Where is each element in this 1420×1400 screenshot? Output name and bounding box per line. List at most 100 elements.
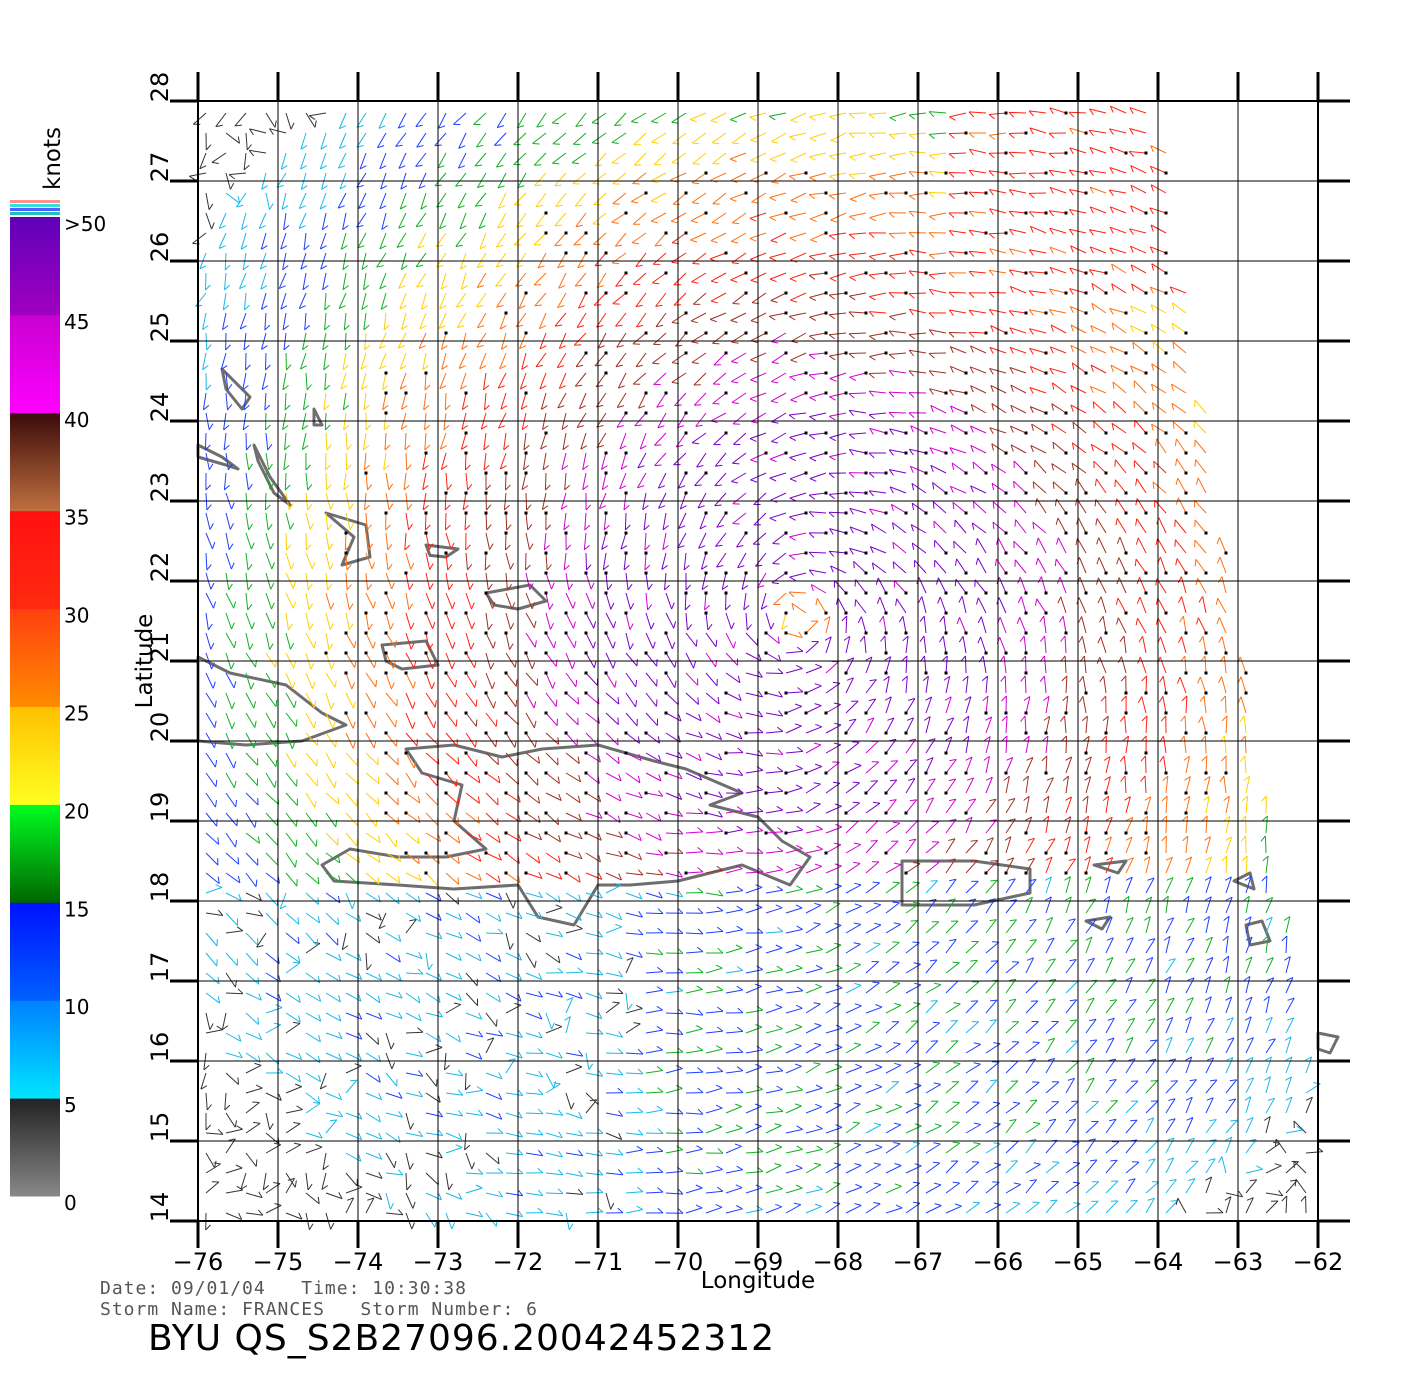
wind-vector xyxy=(545,952,561,964)
rain-flag xyxy=(1024,651,1028,655)
land-outline xyxy=(1316,1031,1340,1055)
wind-vector-barb xyxy=(1237,676,1242,684)
wind-vector xyxy=(1105,1100,1118,1114)
wind-vector xyxy=(645,612,652,630)
wind-vector-barb xyxy=(1176,676,1181,684)
wind-vector-barb xyxy=(985,776,993,781)
wind-vector-barb xyxy=(312,681,316,689)
wind-vector xyxy=(225,972,236,988)
wind-vector xyxy=(365,1092,382,1101)
wind-vector-barb xyxy=(662,525,669,531)
rain-flag xyxy=(944,791,948,795)
wind-vector xyxy=(625,612,631,630)
wind-vector-barb xyxy=(1278,1189,1284,1197)
wind-vector-barb xyxy=(580,445,588,450)
wind-vector-barb xyxy=(498,1190,504,1198)
rain-flag xyxy=(804,631,808,635)
wind-vector-barb xyxy=(578,992,583,999)
land-outline xyxy=(196,443,240,471)
rain-flag xyxy=(804,471,808,475)
wind-vector xyxy=(929,388,947,394)
wind-vector-barb xyxy=(385,524,391,531)
wind-vector-barb xyxy=(1087,957,1095,961)
wind-vector-barb xyxy=(833,742,841,746)
wind-vector xyxy=(1197,577,1207,594)
wind-vector xyxy=(805,766,822,774)
wind-vector-barb xyxy=(506,524,512,531)
wind-vector-barb xyxy=(637,1048,644,1055)
wind-vector xyxy=(563,512,567,530)
wind-vector xyxy=(365,552,373,570)
wind-vector-barb xyxy=(1162,775,1169,782)
wind-vector-barb xyxy=(377,835,381,843)
wind-vector-barb xyxy=(642,505,649,511)
wind-vector-barb xyxy=(1068,1118,1077,1122)
wind-vector xyxy=(845,1122,860,1134)
wind-vector-barb xyxy=(848,409,854,417)
wind-vector-barb xyxy=(952,961,960,964)
wind-vector-barb xyxy=(1046,777,1054,781)
wind-vector xyxy=(465,852,482,862)
wind-vector-barb xyxy=(880,635,886,642)
wind-vector xyxy=(1205,1079,1218,1094)
wind-vector xyxy=(485,1212,497,1227)
wind-vector-barb xyxy=(1281,935,1288,942)
wind-vector xyxy=(465,732,476,748)
wind-vector-barb xyxy=(398,973,402,981)
wind-vector xyxy=(1175,438,1187,454)
wind-vector-barb xyxy=(602,565,610,571)
wind-vector xyxy=(1245,1168,1263,1174)
rain-flag xyxy=(904,451,908,455)
wind-vector xyxy=(425,532,430,550)
rain-flag xyxy=(1064,711,1068,715)
wind-vector-barb xyxy=(477,916,481,924)
wind-vector xyxy=(705,1169,723,1174)
wind-vector-barb xyxy=(853,842,861,845)
wind-vector xyxy=(965,1000,979,1014)
wind-vector xyxy=(1165,857,1173,874)
rain-flag xyxy=(844,611,848,615)
wind-vector xyxy=(465,1172,484,1175)
wind-vector-barb xyxy=(397,1169,404,1176)
wind-vector xyxy=(925,1100,939,1114)
wind-vector xyxy=(745,672,763,678)
wind-vector-barb xyxy=(930,465,934,472)
rain-flag xyxy=(604,671,608,675)
wind-vector xyxy=(1185,1117,1194,1134)
wind-vector-barb xyxy=(908,778,916,781)
wind-vector xyxy=(265,692,277,707)
wind-vector xyxy=(805,1148,823,1154)
wind-vector-barb xyxy=(868,490,874,497)
wind-vector xyxy=(605,672,616,688)
wind-vector-barb xyxy=(616,425,624,428)
wind-vector-barb xyxy=(603,524,610,531)
wind-vector xyxy=(265,772,276,788)
wind-vector xyxy=(1265,977,1275,994)
rain-flag xyxy=(1064,871,1068,875)
wind-vector-barb xyxy=(566,997,574,1001)
wind-vector xyxy=(385,692,398,707)
wind-vector-barb xyxy=(217,837,220,845)
wind-vector xyxy=(1163,736,1167,754)
wind-vector-barb xyxy=(813,922,821,925)
rain-flag xyxy=(844,531,848,535)
wind-vector xyxy=(665,592,673,610)
wind-vector xyxy=(585,992,603,1000)
wind-vector-barb xyxy=(1104,776,1111,781)
wind-vector xyxy=(805,1188,823,1194)
wind-vector-barb xyxy=(205,1224,211,1231)
rain-flag xyxy=(704,591,708,595)
rain-flag xyxy=(444,711,448,715)
wind-vector xyxy=(1005,757,1014,774)
wind-vector-barb xyxy=(1151,384,1154,392)
wind-vector xyxy=(745,1105,762,1114)
wind-vector-barb xyxy=(715,1104,723,1109)
rain-flag xyxy=(664,851,668,855)
wind-vector-barb xyxy=(718,791,723,798)
wind-vector xyxy=(545,752,559,766)
wind-vector-barb xyxy=(537,1108,544,1115)
wind-vector xyxy=(1285,935,1288,954)
wind-vector-barb xyxy=(406,464,412,471)
wind-vector xyxy=(745,1026,763,1034)
wind-vector xyxy=(985,819,997,834)
